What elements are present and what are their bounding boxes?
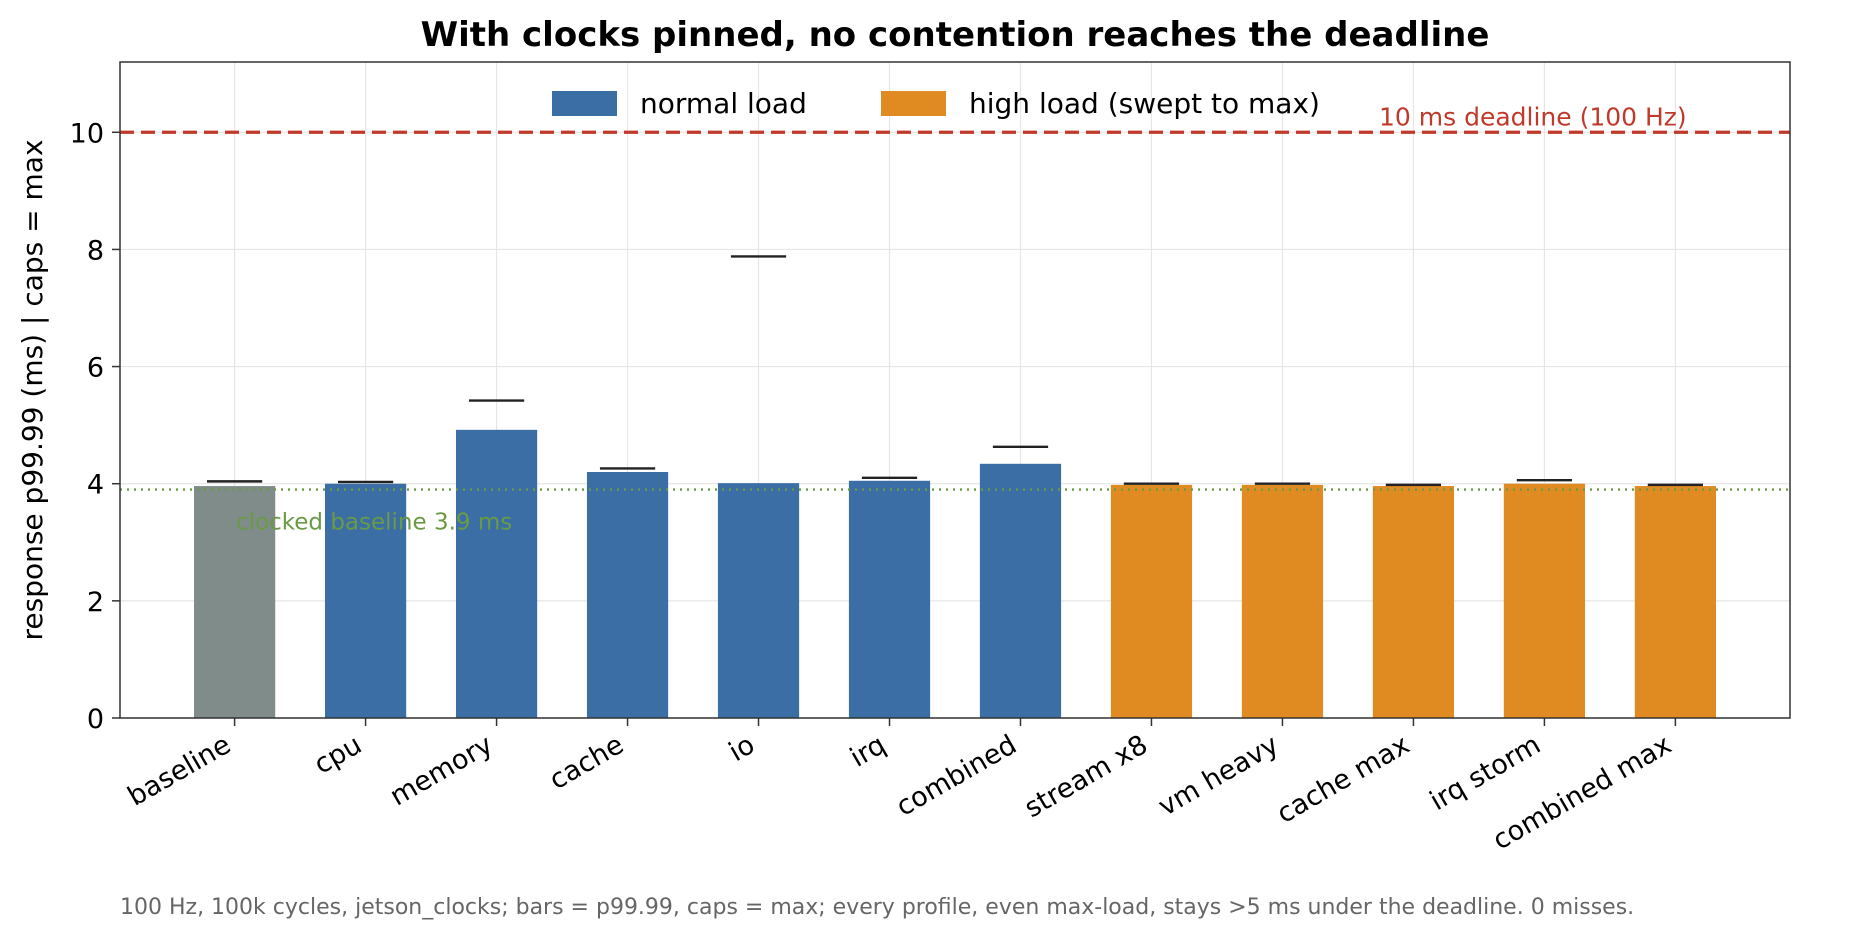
x-tick-label: cache max [1272,729,1415,830]
bar [717,483,800,718]
plot-frame [119,61,1791,719]
x-tick-label: cpu [309,729,367,780]
legend-label-normal: normal load [640,87,807,120]
bar [455,429,538,718]
x-tick-label: cache [544,729,629,796]
y-tick-label: 4 [87,470,104,501]
legend-label-high: high load (swept to max) [969,87,1320,120]
y-axis: 0 2 4 6 8 10 [70,118,120,735]
x-axis: baseline cpu memory cache io irq combinedstrea… [123,718,1677,856]
legend-swatch-high [881,91,946,116]
x-tick-label: irq storm [1425,729,1546,817]
bar [1634,486,1716,718]
bar [194,486,276,718]
bar [586,472,669,718]
reference-lines: 10 ms deadline (100 Hz) clocked baseline … [120,102,1790,536]
legend: normal load high load (swept to max) [552,87,1320,120]
y-tick-label: 0 [87,704,104,735]
clocked-baseline-label: clocked baseline 3.9 ms [236,510,512,536]
deadline-label: 10 ms deadline (100 Hz) [1379,102,1687,131]
x-tick-label: vm heavy [1153,729,1284,822]
bar [848,480,931,718]
x-tick-label: baseline [123,729,236,812]
legend-swatch-normal [552,91,617,116]
chart-title: With clocks pinned, no contention reache… [421,15,1490,55]
x-tick-label: stream x8 [1019,729,1153,824]
bar [979,463,1062,718]
bar [324,483,407,718]
footnote: 100 Hz, 100k cycles, jetson_clocks; bars… [120,895,1634,920]
bar [1110,484,1193,718]
y-tick-label: 10 [70,118,104,149]
bar [1372,486,1455,718]
y-axis-label: response p99.99 (ms) | caps = max [16,139,49,640]
bars [194,429,1716,718]
y-tick-label: 6 [87,353,104,384]
x-tick-label: io [724,729,760,768]
caps [206,255,1704,487]
x-tick-label: irq [845,729,891,773]
y-tick-label: 2 [87,587,104,618]
bar [1241,484,1324,718]
x-tick-label: memory [385,729,498,812]
bar [1503,483,1586,718]
y-tick-label: 8 [87,235,104,266]
x-tick-label: combined [891,729,1022,822]
